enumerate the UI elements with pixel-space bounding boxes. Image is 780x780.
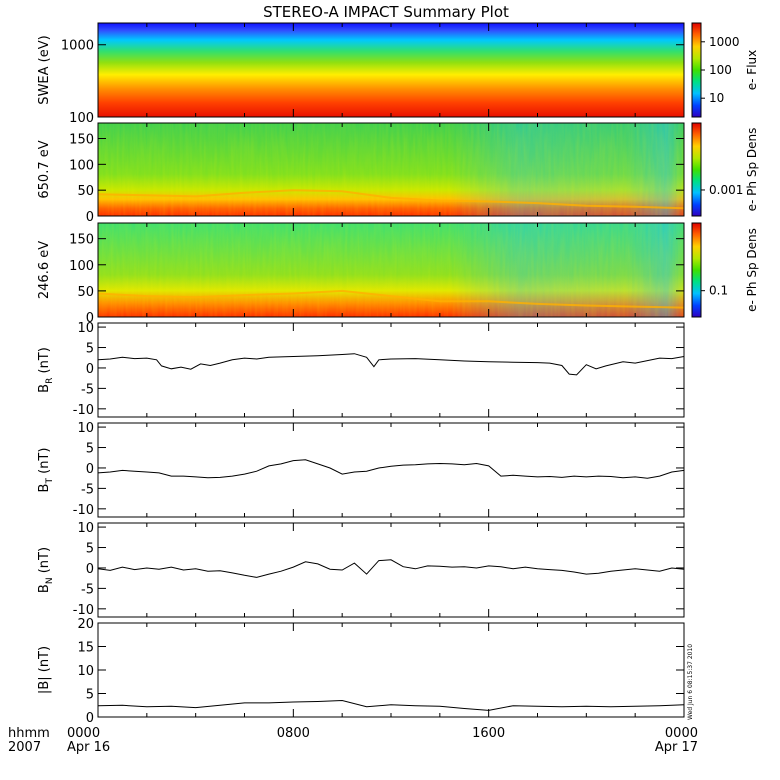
y-tick-label: 0 xyxy=(86,311,94,326)
colorbar-label: e- Ph Sp Dens xyxy=(745,228,759,312)
y-tick-label: 5 xyxy=(86,442,94,457)
y-tick-label: 150 xyxy=(69,133,94,148)
y-tick-label: 20 xyxy=(77,617,94,632)
y-axis-label: BR (nT) xyxy=(37,347,55,393)
y-tick-label: -5 xyxy=(81,582,94,597)
plot-frame xyxy=(97,622,685,718)
y-tick-label: 50 xyxy=(77,285,94,300)
y-tick-label: -10 xyxy=(73,603,94,618)
y-tick-label: 0 xyxy=(86,711,94,726)
series-line xyxy=(97,459,685,479)
y-tick-label: 5 xyxy=(86,342,94,357)
heatmap-texture xyxy=(98,223,684,317)
y-tick-label: 10 xyxy=(77,321,94,336)
y-tick-label: 0 xyxy=(86,362,94,377)
y-axis-label: BN (nT) xyxy=(37,547,55,593)
colorbar-label: e- Ph Sp Dens xyxy=(745,128,759,212)
panel-1: 10 100 1000 e- Flux 100 1000 SWEA (eV) xyxy=(37,22,759,126)
colorbar xyxy=(692,23,701,117)
x-tick-date-label: Apr 16 xyxy=(67,740,110,755)
colorbar-tick-label: 100 xyxy=(709,63,732,77)
colorbar-tick-label: 10 xyxy=(709,91,724,105)
panel-2: 0.001 e- Ph Sp Dens 0 50 100 150 650.7 eV xyxy=(37,122,759,225)
colorbar xyxy=(692,223,701,317)
y-tick-label: 10 xyxy=(77,521,94,536)
x-tick-time-label: 0800 xyxy=(277,726,310,741)
y-tick-label: 100 xyxy=(69,158,94,173)
colorbar xyxy=(692,123,701,216)
panel-7: 0 5 10 15 20 |B| (nT) xyxy=(37,617,685,726)
plot-frame xyxy=(97,422,685,518)
y-tick-label: -5 xyxy=(81,382,94,397)
panel-4: -10 -5 0 5 10 BR (nT) xyxy=(37,321,685,418)
panel-6: -10 -5 0 5 10 BN (nT) xyxy=(37,521,685,618)
series-line xyxy=(97,559,685,578)
y-tick-label: 15 xyxy=(77,641,94,656)
y-tick-label: -10 xyxy=(73,403,94,418)
y-tick-label: -5 xyxy=(81,482,94,497)
x-tick-time-label: 1600 xyxy=(472,726,505,741)
strahl-edge xyxy=(97,189,685,210)
timestamp-stamp: Wed Jun 6 08:15:37 2010 xyxy=(687,644,694,720)
colorbar-frame xyxy=(691,122,702,217)
y-tick-label: 0 xyxy=(86,462,94,477)
figure-title: STEREO-A IMPACT Summary Plot xyxy=(263,3,509,21)
y-tick-label: 0 xyxy=(86,210,94,225)
y-tick-label: 0 xyxy=(86,562,94,577)
x-axis-label-year: 2007 xyxy=(8,740,41,755)
series-line xyxy=(97,699,685,711)
y-axis-label: |B| (nT) xyxy=(37,646,52,694)
y-tick-label: 150 xyxy=(69,233,94,248)
plot-frame xyxy=(97,322,685,418)
x-axis-label-hhmm: hhmm xyxy=(8,726,50,741)
y-tick-label: -10 xyxy=(73,503,94,518)
y-axis-label: 246.6 eV xyxy=(37,241,52,299)
x-tick-time-label: 0000 xyxy=(665,726,698,741)
colorbar-tick-label: 0.1 xyxy=(709,284,728,298)
y-tick-label: 10 xyxy=(77,421,94,436)
y-tick-label: 5 xyxy=(86,688,94,703)
colorbar-tick-label: 0.001 xyxy=(709,183,743,197)
strahl-edge xyxy=(97,289,685,309)
y-tick-label: 50 xyxy=(77,184,94,199)
x-tick-date-label: Apr 17 xyxy=(655,740,698,755)
heatmap-image xyxy=(98,23,684,117)
y-axis-label: SWEA (eV) xyxy=(37,35,52,104)
y-tick-label: 100 xyxy=(69,111,94,126)
colorbar-frame xyxy=(691,222,702,318)
y-tick-label: 10 xyxy=(77,664,94,679)
panel-3: 0.1 e- Ph Sp Dens 0 50 100 150 246.6 eV xyxy=(37,222,759,326)
series-line xyxy=(97,353,685,376)
heatmap-texture xyxy=(98,123,684,216)
colorbar-label: e- Flux xyxy=(745,50,759,90)
y-tick-label: 100 xyxy=(69,259,94,274)
y-tick-label: 1000 xyxy=(61,39,94,54)
x-tick-time-label: 0000 xyxy=(67,726,100,741)
y-tick-label: 5 xyxy=(86,542,94,557)
y-axis-label: 650.7 eV xyxy=(37,140,52,198)
panel-5: -10 -5 0 5 10 BT (nT) xyxy=(37,421,685,518)
colorbar-tick-label: 1000 xyxy=(709,35,740,49)
y-axis-label: BT (nT) xyxy=(37,448,55,493)
